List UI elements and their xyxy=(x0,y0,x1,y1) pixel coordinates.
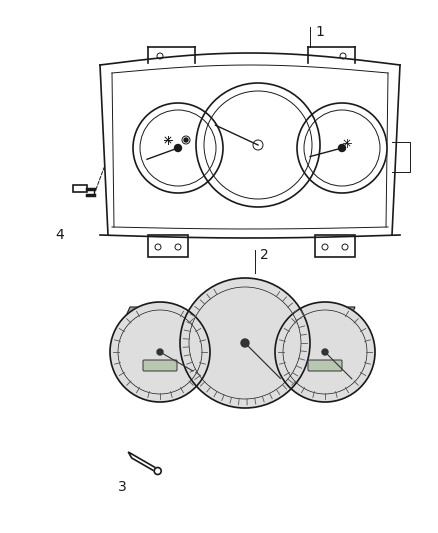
Text: 2: 2 xyxy=(260,248,269,262)
Circle shape xyxy=(110,302,210,402)
Circle shape xyxy=(322,349,328,355)
Bar xyxy=(315,235,355,257)
Circle shape xyxy=(157,349,163,355)
Text: 1: 1 xyxy=(315,25,324,39)
FancyBboxPatch shape xyxy=(143,360,177,371)
Circle shape xyxy=(297,103,387,193)
Text: 3: 3 xyxy=(118,480,127,494)
Circle shape xyxy=(180,278,310,408)
Polygon shape xyxy=(128,452,159,474)
Polygon shape xyxy=(125,307,165,318)
Circle shape xyxy=(133,103,223,193)
Circle shape xyxy=(184,138,188,142)
Circle shape xyxy=(339,144,346,151)
Circle shape xyxy=(196,83,320,207)
FancyBboxPatch shape xyxy=(308,360,342,371)
Bar xyxy=(73,185,87,192)
Circle shape xyxy=(241,339,249,347)
Circle shape xyxy=(154,467,161,474)
Circle shape xyxy=(275,302,375,402)
Circle shape xyxy=(253,140,263,150)
Text: 4: 4 xyxy=(55,228,64,242)
Bar xyxy=(148,235,188,257)
Polygon shape xyxy=(315,307,355,318)
Circle shape xyxy=(174,144,181,151)
